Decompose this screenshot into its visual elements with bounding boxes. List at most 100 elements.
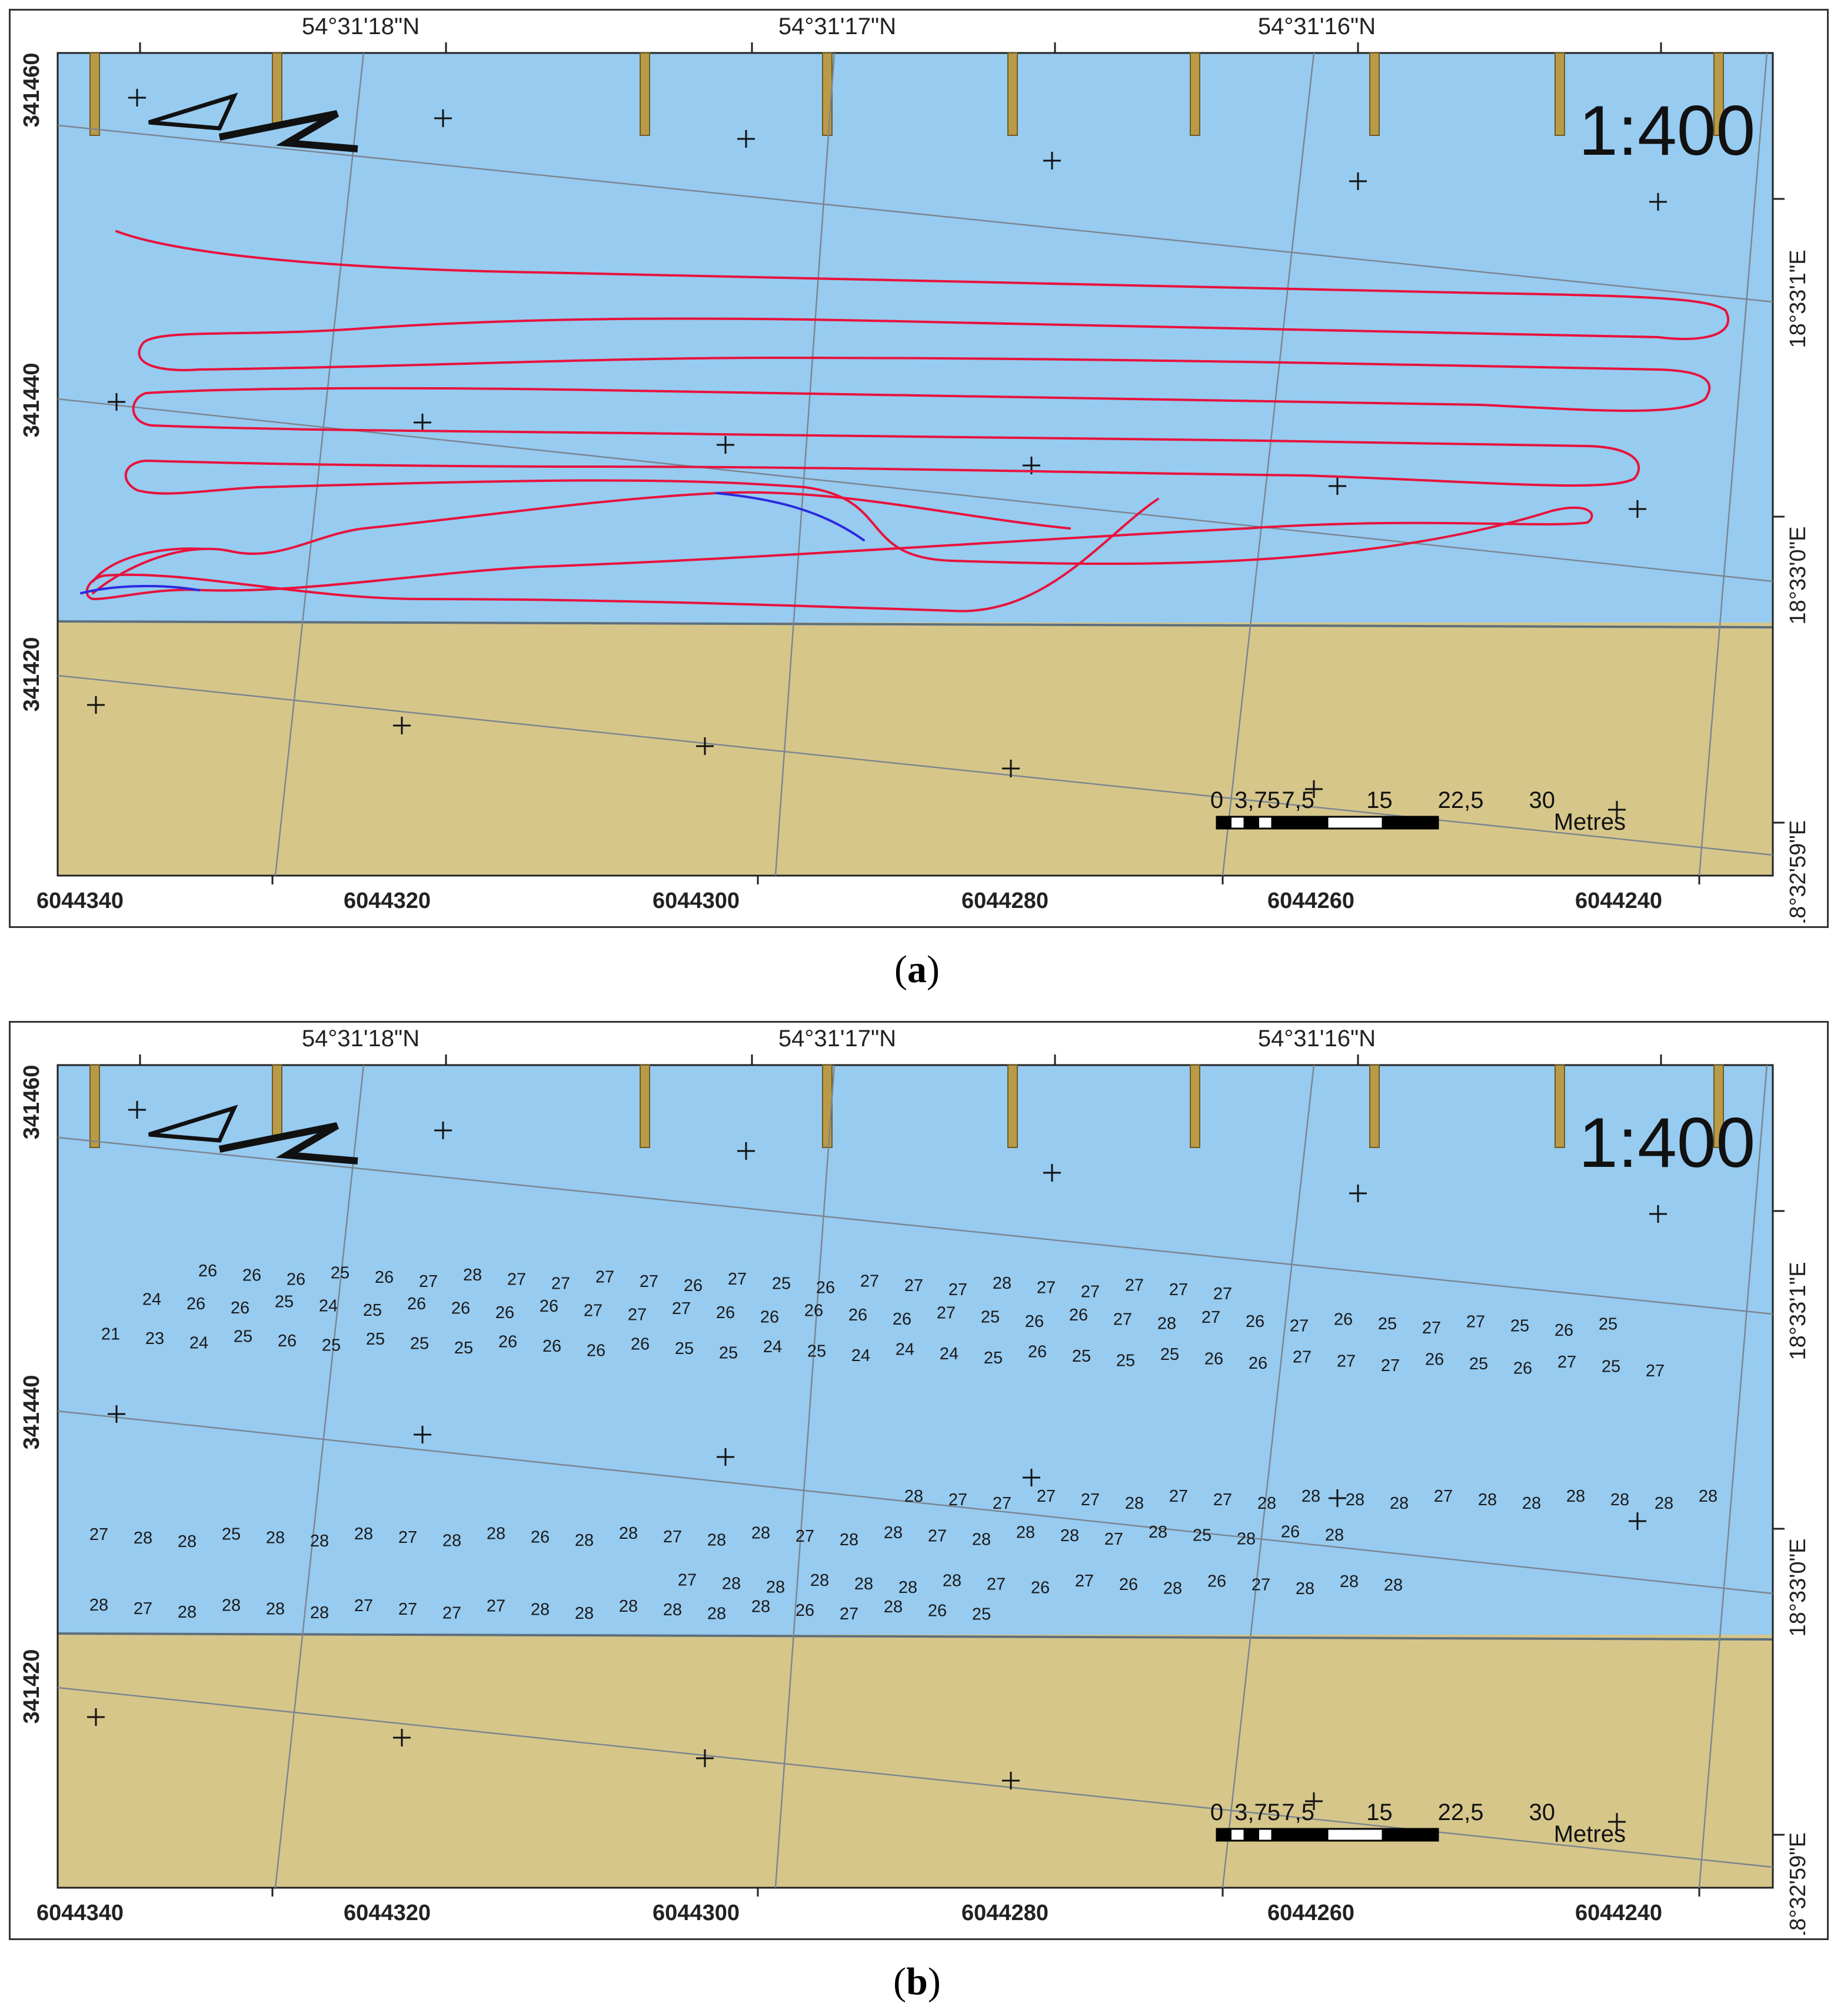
depth-sounding: 27 <box>354 1596 373 1615</box>
survey-track-secondary <box>715 492 865 541</box>
grid-cross-marker <box>1649 1205 1667 1223</box>
grid-cross-marker <box>1305 1792 1323 1810</box>
depth-sounding: 28 <box>810 1571 829 1590</box>
depth-sounding: 28 <box>463 1266 482 1285</box>
grid-cross-marker <box>1349 172 1367 190</box>
depth-sounding: 25 <box>981 1308 1000 1327</box>
depth-sounding: 26 <box>375 1268 394 1287</box>
depth-sounding: 28 <box>487 1525 505 1543</box>
grid-cross-marker <box>434 109 452 127</box>
depth-sounding: 28 <box>884 1598 903 1616</box>
depth-sounding: 28 <box>1346 1491 1364 1509</box>
grid-cross-marker <box>1002 760 1020 777</box>
depth-sounding: 26 <box>795 1601 814 1620</box>
depth-sounding: 28 <box>972 1531 991 1549</box>
groyne <box>1555 1064 1565 1148</box>
north-arrow-icon <box>148 92 358 152</box>
depth-sounding: 24 <box>851 1346 870 1365</box>
depth-sounding: 28 <box>707 1604 726 1623</box>
depth-sounding: 28 <box>993 1274 1011 1293</box>
longitude-line <box>1698 1064 1768 1888</box>
latitude-line <box>57 1136 1773 1315</box>
depth-sounding: 27 <box>1557 1353 1576 1372</box>
caption-a: (a) <box>894 948 940 991</box>
depth-sounding: 26 <box>1204 1349 1223 1368</box>
depth-sounding: 27 <box>860 1272 879 1291</box>
depth-sounding: 27 <box>507 1270 526 1289</box>
depth-sounding: 27 <box>551 1274 570 1293</box>
depth-sounding: 28 <box>1163 1579 1182 1598</box>
depth-sounding: 26 <box>1334 1310 1353 1329</box>
grid-cross-marker <box>717 1448 734 1466</box>
scalebar-segment <box>1271 1828 1329 1842</box>
depth-sounding: 27 <box>1213 1491 1232 1509</box>
grid-cross-marker <box>414 414 431 431</box>
depth-sounding: 24 <box>319 1297 338 1316</box>
grid-cross-marker <box>696 1749 714 1767</box>
depth-sounding: 28 <box>943 1571 961 1590</box>
grid-cross-marker <box>737 130 755 148</box>
groyne <box>89 52 100 136</box>
x-tick-label: 6044300 <box>653 1901 740 1925</box>
depth-sounding: 26 <box>716 1303 735 1322</box>
depth-sounding: 26 <box>187 1295 205 1313</box>
depth-sounding: 27 <box>1337 1352 1356 1371</box>
depth-sounding: 27 <box>1646 1362 1665 1380</box>
depth-sounding: 28 <box>766 1578 785 1597</box>
survey-track-line <box>92 491 1071 594</box>
depth-sounding: 25 <box>363 1301 382 1320</box>
depth-sounding: 27 <box>1466 1312 1485 1331</box>
scalebar-tick-label: 30 <box>1529 1799 1555 1825</box>
depth-sounding: 26 <box>1031 1579 1050 1598</box>
depth-sounding: 27 <box>1381 1356 1400 1375</box>
north-arrow-n <box>218 110 358 152</box>
depth-sounding: 26 <box>198 1262 217 1280</box>
depth-sounding: 28 <box>266 1600 285 1619</box>
depth-sounding: 26 <box>540 1297 558 1316</box>
grid-cross-marker <box>1305 780 1323 798</box>
depth-sounding: 23 <box>145 1329 164 1348</box>
y-tick-label: 341420 <box>19 637 44 712</box>
survey-tracks <box>80 230 1730 613</box>
groyne <box>1190 52 1200 136</box>
depth-sounding: 27 <box>1104 1530 1123 1549</box>
longitude-label: 18°32'59"E <box>1786 1832 1810 1935</box>
scalebar-segment <box>1230 1828 1246 1842</box>
depth-sounding: 27 <box>640 1272 658 1291</box>
scalebar-tick-label: 22,5 <box>1438 1799 1484 1825</box>
depth-sounding: 27 <box>993 1494 1011 1513</box>
grid-cross-marker <box>108 1405 125 1423</box>
groyne <box>272 52 282 127</box>
y-tick-label: 341440 <box>19 363 44 438</box>
depth-sounding: 25 <box>807 1342 826 1360</box>
depth-sounding: 27 <box>398 1600 417 1619</box>
depth-sounding: 27 <box>1213 1285 1232 1303</box>
scalebar-segment <box>1382 816 1439 830</box>
depth-sounding: 27 <box>1037 1278 1056 1297</box>
depth-sounding: 24 <box>189 1333 208 1352</box>
depth-sounding: 27 <box>1125 1276 1144 1295</box>
depth-sounding: 27 <box>678 1571 697 1589</box>
scalebar-segment <box>1382 1828 1439 1842</box>
latitude-label: 54°31'18"N <box>302 14 420 39</box>
depth-sounding: 28 <box>898 1578 917 1597</box>
depth-sounding: 28 <box>884 1523 903 1542</box>
groyne <box>1007 1064 1018 1148</box>
latitude-line <box>57 1410 1773 1595</box>
grid-cross-marker <box>717 436 734 454</box>
depth-sounding: 27 <box>1422 1319 1441 1338</box>
grid-cross-marker <box>393 717 411 734</box>
scalebar-tick-label: 0 <box>1210 1799 1223 1825</box>
grid-cross-marker <box>1649 193 1667 211</box>
survey-track-line <box>115 230 1730 371</box>
depth-sounding: 28 <box>575 1531 594 1550</box>
depth-sounding: 27 <box>987 1575 1006 1594</box>
depth-sounding: 27 <box>1290 1316 1309 1335</box>
grid-cross-marker <box>1043 1164 1061 1182</box>
depth-sounding: 28 <box>1157 1315 1176 1333</box>
scalebar-segment <box>1326 816 1384 830</box>
scalebar-unit: Metres <box>1554 809 1626 835</box>
depth-sounding: 24 <box>142 1290 161 1309</box>
north-arrow-icon <box>148 1105 358 1165</box>
shoreline <box>57 620 1773 628</box>
